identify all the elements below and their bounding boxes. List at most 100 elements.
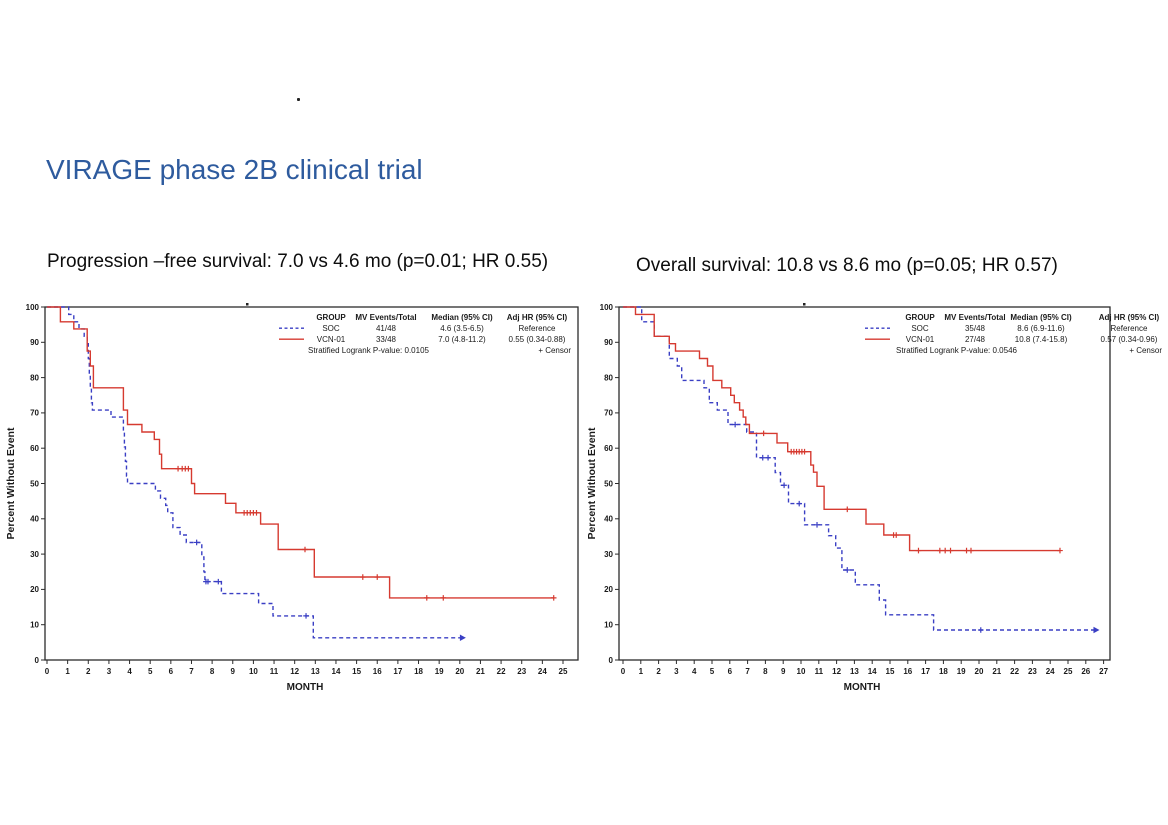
censor-mark: [814, 522, 820, 528]
x-tick-label: 24: [1046, 667, 1055, 676]
x-tick-label: 19: [435, 667, 444, 676]
censor-mark: [359, 574, 366, 580]
x-tick-label: 0: [45, 667, 50, 676]
x-tick-label: 27: [1099, 667, 1108, 676]
censor-mark: [801, 448, 808, 455]
censor-mark: [915, 547, 922, 554]
pfs-subtitle: Progression –free survival: 7.0 vs 4.6 m…: [47, 251, 549, 272]
y-tick-label: 10: [30, 621, 39, 630]
legend-cell: Reference: [1111, 324, 1148, 333]
x-tick-label: 26: [1081, 667, 1090, 676]
km-curve-vcn-01: [47, 306, 554, 599]
x-tick-label: 8: [763, 667, 768, 676]
y-tick-label: 0: [35, 656, 40, 665]
x-tick-label: 1: [65, 667, 70, 676]
x-tick-label: 11: [815, 667, 824, 676]
y-tick-label: 30: [30, 550, 39, 559]
plot-frame: [44, 306, 579, 661]
censor-mark: [844, 506, 851, 513]
x-tick-label: 22: [1010, 667, 1019, 676]
censor-mark: [947, 547, 954, 554]
censor-mark: [185, 465, 192, 472]
x-tick-label: 1: [639, 667, 644, 676]
x-tick-label: 21: [992, 667, 1001, 676]
censor-mark: [968, 547, 974, 554]
x-tick-label: 21: [476, 667, 485, 676]
y-tick-label: 60: [30, 444, 39, 453]
x-tick-label: 5: [710, 667, 715, 676]
x-tick-label: 7: [189, 667, 194, 676]
y-tick-label: 40: [30, 515, 39, 524]
y-tick-label: 60: [604, 444, 613, 453]
censor-mark: [193, 539, 200, 546]
x-tick-label: 12: [290, 667, 299, 676]
y-tick-label: 20: [604, 585, 613, 594]
legend-header: Median (95% CI): [1010, 313, 1072, 322]
x-tick-label: 5: [148, 667, 153, 676]
legend-cell: 35/48: [965, 324, 986, 333]
legend-cell: VCN-01: [317, 335, 346, 344]
x-tick-label: 25: [1064, 667, 1073, 676]
legend-cell: 4.6 (3.5-6.5): [440, 324, 484, 333]
plot-frame: [618, 306, 1111, 661]
page-title: VIRAGE phase 2B clinical trial: [46, 154, 423, 185]
x-tick-label: 2: [86, 667, 91, 676]
x-tick-label: 14: [332, 667, 341, 676]
legend-pvalue: Stratified Logrank P-value: 0.0546: [896, 346, 1018, 355]
x-tick-label: 3: [674, 667, 679, 676]
end-arrow-marker: [459, 634, 466, 641]
x-tick-label: 24: [538, 667, 547, 676]
legend-header: MV Events/Total: [944, 313, 1005, 322]
censor-mark: [205, 578, 211, 585]
x-tick-label: 18: [939, 667, 948, 676]
censor-mark: [937, 547, 943, 554]
x-tick-label: 8: [210, 667, 215, 676]
legend-cell: 10.8 (7.4-15.8): [1015, 335, 1068, 344]
legend-cell: Reference: [519, 324, 556, 333]
stray-dot: [297, 98, 300, 101]
legend-header: GROUP: [905, 313, 935, 322]
censor-mark: [977, 627, 984, 633]
censor-mark: [765, 454, 771, 461]
legend-cell: VCN-01: [906, 335, 935, 344]
x-tick-label: 6: [728, 667, 733, 676]
censor-mark: [732, 421, 738, 428]
censor-mark: [759, 454, 766, 461]
y-tick-label: 10: [604, 621, 613, 630]
chart-title-dot: [246, 303, 249, 306]
x-tick-label: 6: [169, 667, 174, 676]
x-tick-label: 20: [455, 667, 464, 676]
legend-censor-label: + Censor: [538, 346, 571, 355]
y-tick-label: 30: [604, 550, 613, 559]
x-tick-label: 7: [745, 667, 750, 676]
censor-mark: [844, 567, 851, 573]
y-tick-label: 50: [604, 479, 613, 488]
censor-mark: [796, 500, 803, 507]
x-tick-label: 22: [497, 667, 506, 676]
y-tick-label: 100: [26, 303, 40, 312]
censor-mark: [215, 578, 222, 585]
legend-header: GROUP: [316, 313, 346, 322]
x-tick-label: 4: [127, 667, 132, 676]
censor-mark: [303, 613, 309, 619]
censor-mark: [942, 547, 948, 554]
legend-header: Median (95% CI): [431, 313, 493, 322]
x-tick-label: 15: [352, 667, 361, 676]
y-axis-title: Percent Without Event: [586, 427, 598, 539]
censor-mark: [253, 509, 260, 516]
x-tick-label: 9: [781, 667, 786, 676]
censor-mark: [893, 532, 900, 538]
chart-title-dot: [803, 303, 806, 306]
x-tick-label: 17: [921, 667, 930, 676]
x-tick-label: 18: [414, 667, 423, 676]
legend-header: MV Events/Total: [355, 313, 416, 322]
y-tick-label: 0: [609, 656, 614, 665]
km-curve-vcn-01: [623, 306, 1060, 552]
legend-cell: 0.55 (0.34-0.88): [509, 335, 566, 344]
y-tick-label: 70: [604, 409, 613, 418]
x-axis-title: MONTH: [844, 682, 881, 693]
x-tick-label: 25: [559, 667, 568, 676]
y-tick-label: 50: [30, 479, 39, 488]
censor-mark: [423, 595, 430, 601]
